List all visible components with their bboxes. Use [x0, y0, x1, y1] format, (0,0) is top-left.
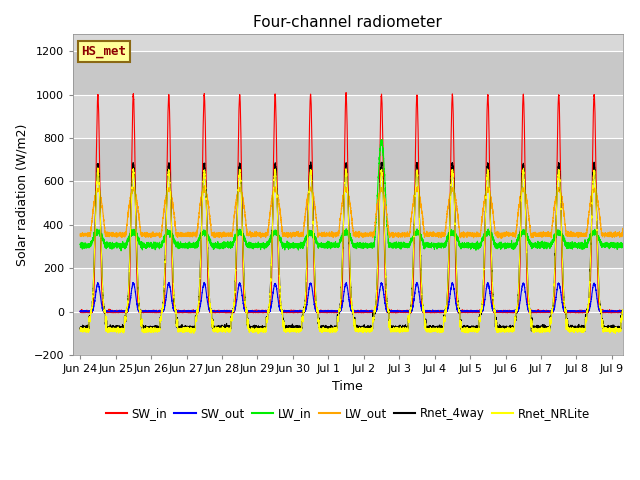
LW_out — [286, 231, 294, 237]
LW_out — [527, 232, 535, 238]
Rnet_4way — [238, 201, 246, 207]
Rnet_NRLite — [626, 168, 634, 174]
Rnet_4way — [492, 314, 499, 320]
LW_out — [76, 231, 84, 237]
Rnet_4way — [76, 325, 84, 331]
Rnet_4way — [307, 159, 315, 165]
SW_out — [141, 309, 148, 314]
LW_in — [76, 241, 84, 247]
Rnet_NRLite — [94, 165, 102, 171]
LW_out — [492, 230, 499, 236]
Rnet_4way — [626, 161, 634, 167]
Rnet_NRLite — [238, 208, 246, 214]
Bar — [73, 312, 623, 355]
Rnet_NRLite — [141, 326, 148, 332]
Text: HS_met: HS_met — [81, 45, 126, 58]
Bar — [73, 225, 623, 268]
Rnet_4way — [541, 324, 549, 330]
Line: Rnet_NRLite: Rnet_NRLite — [80, 168, 630, 334]
SW_in — [286, 308, 294, 314]
Line: LW_out: LW_out — [80, 186, 630, 239]
LW_out — [626, 185, 634, 191]
Y-axis label: Solar radiation (W/m2): Solar radiation (W/m2) — [15, 123, 28, 265]
Rnet_NRLite — [527, 323, 535, 329]
SW_out — [492, 309, 499, 314]
Bar — [73, 181, 623, 225]
LW_in — [541, 242, 549, 248]
LW_in — [626, 230, 634, 236]
Line: SW_in: SW_in — [80, 93, 630, 312]
SW_in — [342, 90, 350, 96]
Legend: SW_in, SW_out, LW_in, LW_out, Rnet_4way, Rnet_NRLite: SW_in, SW_out, LW_in, LW_out, Rnet_4way,… — [101, 403, 595, 425]
Rnet_4way — [285, 326, 293, 332]
Rnet_NRLite — [492, 320, 499, 326]
Rnet_4way — [527, 321, 535, 326]
Title: Four-channel radiometer: Four-channel radiometer — [253, 15, 442, 30]
LW_in — [378, 137, 386, 143]
LW_out — [238, 192, 246, 197]
LW_in — [492, 245, 499, 251]
Rnet_NRLite — [76, 325, 84, 331]
LW_out — [200, 183, 208, 189]
SW_in — [527, 310, 535, 315]
SW_out — [238, 291, 246, 297]
SW_out — [626, 280, 634, 286]
SW_in — [492, 308, 499, 314]
SW_in — [626, 93, 634, 99]
SW_out — [527, 309, 535, 314]
LW_in — [141, 244, 148, 250]
SW_in — [76, 309, 84, 314]
Rnet_NRLite — [611, 331, 619, 336]
SW_in — [238, 195, 246, 201]
Bar — [73, 268, 623, 312]
LW_out — [141, 233, 148, 239]
SW_out — [200, 279, 208, 285]
Rnet_4way — [437, 328, 445, 334]
SW_in — [141, 308, 148, 314]
SW_in — [541, 310, 549, 315]
X-axis label: Time: Time — [332, 380, 363, 393]
SW_out — [76, 309, 84, 314]
LW_out — [541, 232, 549, 238]
Bar — [73, 51, 623, 95]
LW_in — [286, 244, 294, 250]
Bar — [73, 95, 623, 138]
LW_in — [117, 248, 125, 254]
SW_in — [77, 310, 85, 315]
Rnet_NRLite — [541, 328, 549, 334]
Bar — [73, 138, 623, 181]
Line: SW_out: SW_out — [80, 282, 630, 312]
LW_in — [527, 246, 535, 252]
Line: LW_in: LW_in — [80, 140, 630, 251]
SW_out — [541, 309, 549, 314]
SW_out — [286, 309, 294, 314]
Rnet_NRLite — [286, 325, 294, 331]
LW_out — [497, 236, 505, 241]
LW_in — [238, 231, 246, 237]
SW_out — [77, 309, 84, 314]
Rnet_4way — [141, 324, 148, 330]
Line: Rnet_4way: Rnet_4way — [80, 162, 630, 331]
